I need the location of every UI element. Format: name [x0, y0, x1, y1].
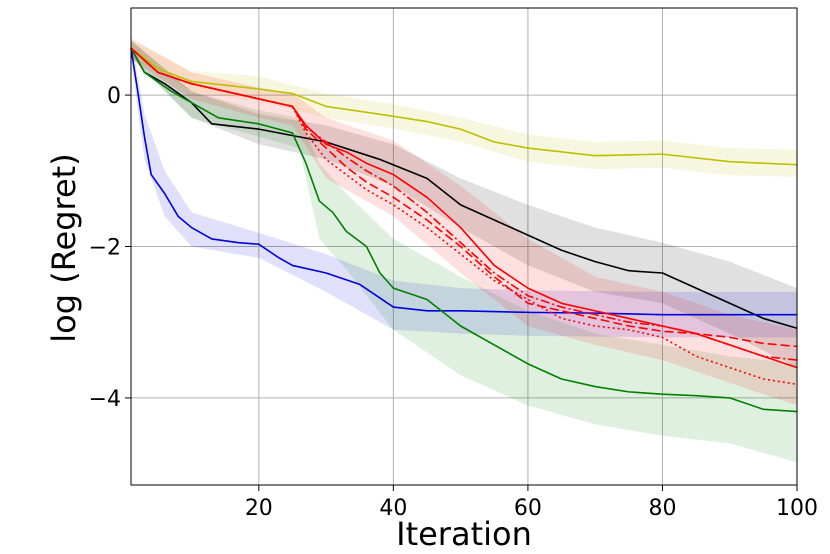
y-tick-label: −4 — [89, 387, 121, 412]
band-blue — [131, 40, 797, 338]
x-tick-label: 100 — [776, 496, 818, 521]
x-tick-label: 60 — [514, 496, 542, 521]
x-axis-title: Iteration — [396, 515, 532, 553]
series-line-green — [130, 47, 798, 413]
x-tick-label: 80 — [648, 496, 676, 521]
series-line-black — [130, 47, 798, 330]
y-tick-label: −2 — [89, 236, 121, 261]
x-tick-label: 20 — [245, 496, 273, 521]
confidence-bands — [131, 38, 797, 463]
y-axis-title: log (Regret) — [45, 153, 83, 342]
x-axis-ticks: 20 40 60 80 100 — [245, 485, 818, 521]
band-black — [131, 40, 797, 368]
band-yellow — [131, 40, 797, 177]
x-tick-label: 40 — [379, 496, 407, 521]
series-lines — [130, 47, 798, 413]
y-axis-ticks: 0 −2 −4 — [89, 84, 131, 412]
series-line-yellow — [130, 47, 798, 166]
series-line-blue — [130, 48, 797, 316]
y-tick-label: 0 — [107, 84, 121, 109]
series-line-red-dotted — [130, 47, 798, 386]
series-line-red-dashdot — [130, 47, 798, 361]
